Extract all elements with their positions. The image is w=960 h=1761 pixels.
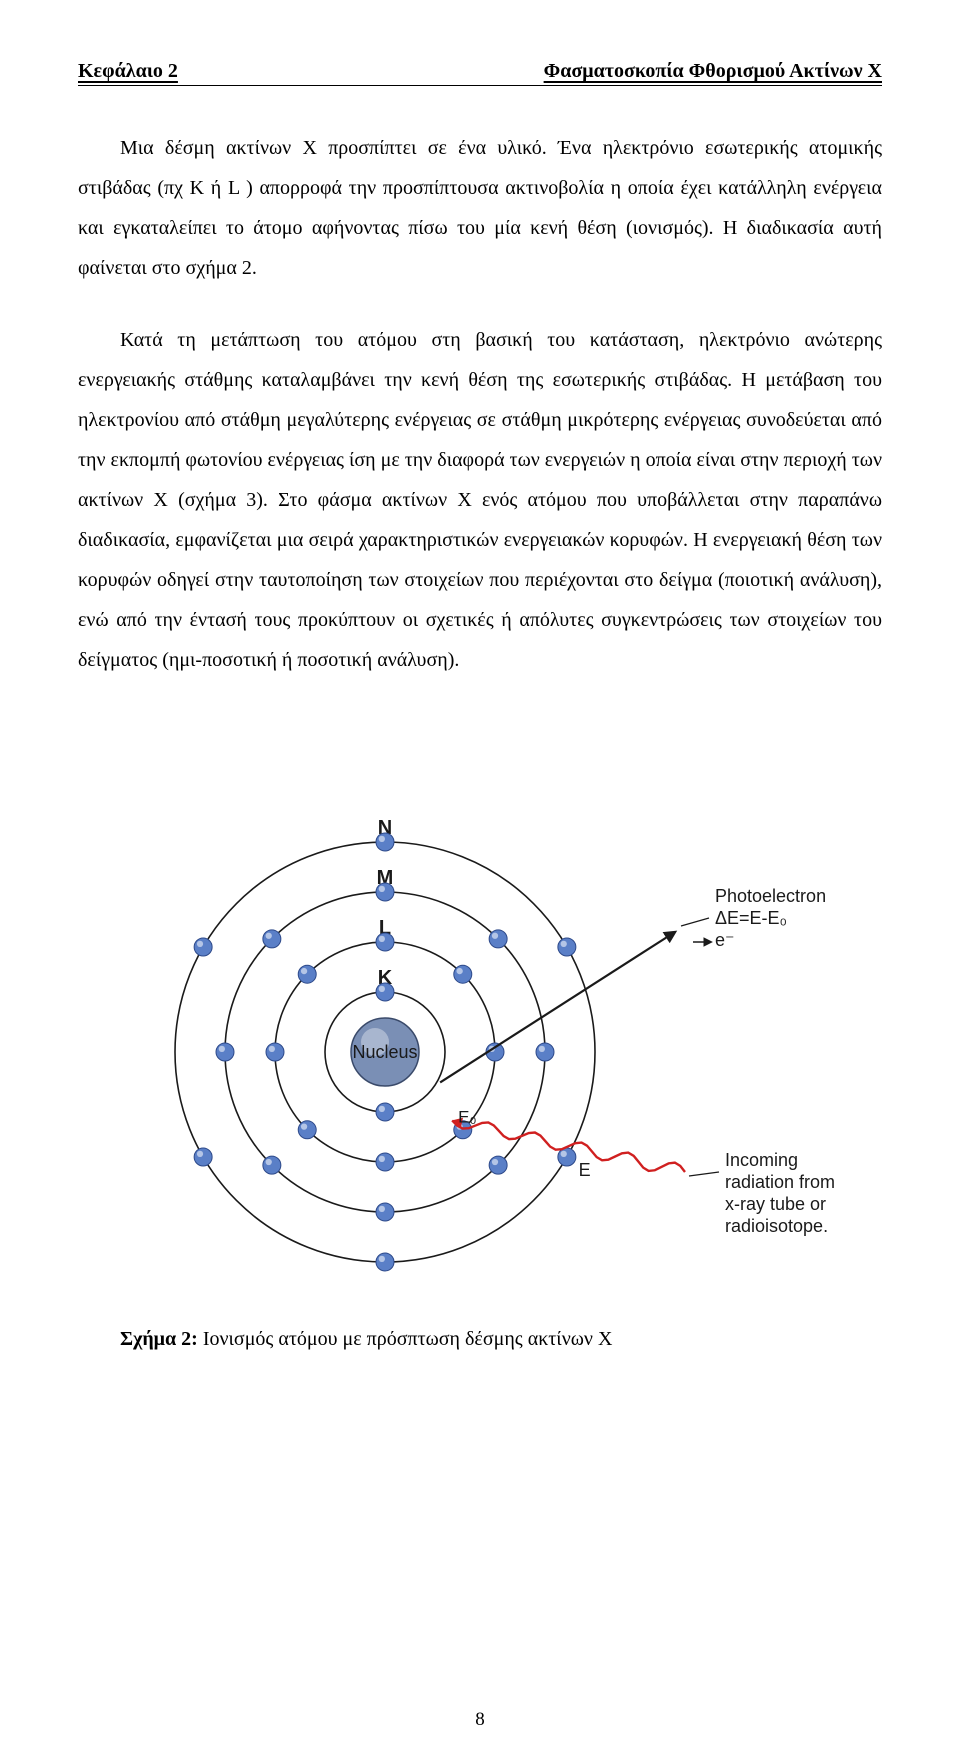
svg-text:radioisotope.: radioisotope. [725, 1216, 828, 1236]
header-left: Κεφάλαιο 2 [78, 60, 178, 83]
svg-text:E: E [579, 1160, 591, 1180]
page-number: 8 [475, 1709, 485, 1731]
paragraph-2: Κατά τη μετάπτωση του ατόμου στη βασική … [78, 320, 882, 680]
svg-text:Incoming: Incoming [725, 1150, 798, 1170]
svg-text:e⁻: e⁻ [715, 930, 735, 950]
svg-text:ΔE=E-E₀: ΔE=E-E₀ [715, 908, 787, 928]
header-right: Φασματοσκοπία Φθορισμού Ακτίνων Χ [544, 60, 882, 83]
svg-text:radiation from: radiation from [725, 1172, 835, 1192]
paragraph-1: Μια δέσμη ακτίνων Χ προσπίπτει σε ένα υλ… [78, 128, 882, 288]
caption-rest: Ιονισμός ατόμου με πρόσπτωση δέσμης ακτί… [198, 1328, 613, 1350]
svg-text:Nucleus: Nucleus [352, 1042, 417, 1062]
figure-caption: Σχήμα 2: Ιονισμός ατόμου με πρόσπτωση δέ… [78, 1328, 882, 1351]
page-container: Κεφάλαιο 2 Φασματοσκοπία Φθορισμού Ακτίν… [0, 0, 960, 1761]
caption-bold: Σχήμα 2: [120, 1328, 198, 1350]
svg-text:x-ray tube or: x-ray tube or [725, 1194, 826, 1214]
svg-text:E₀: E₀ [458, 1107, 476, 1126]
svg-text:Photoelectron: Photoelectron [715, 886, 826, 906]
figure-2: NucleusKLMNPhotoelectronΔE=E-E₀e⁻EE₀Inco… [78, 752, 882, 1292]
atom-diagram: NucleusKLMNPhotoelectronΔE=E-E₀e⁻EE₀Inco… [120, 752, 840, 1292]
body-text: Μια δέσμη ακτίνων Χ προσπίπτει σε ένα υλ… [78, 128, 882, 680]
running-header: Κεφάλαιο 2 Φασματοσκοπία Φθορισμού Ακτίν… [78, 60, 882, 86]
